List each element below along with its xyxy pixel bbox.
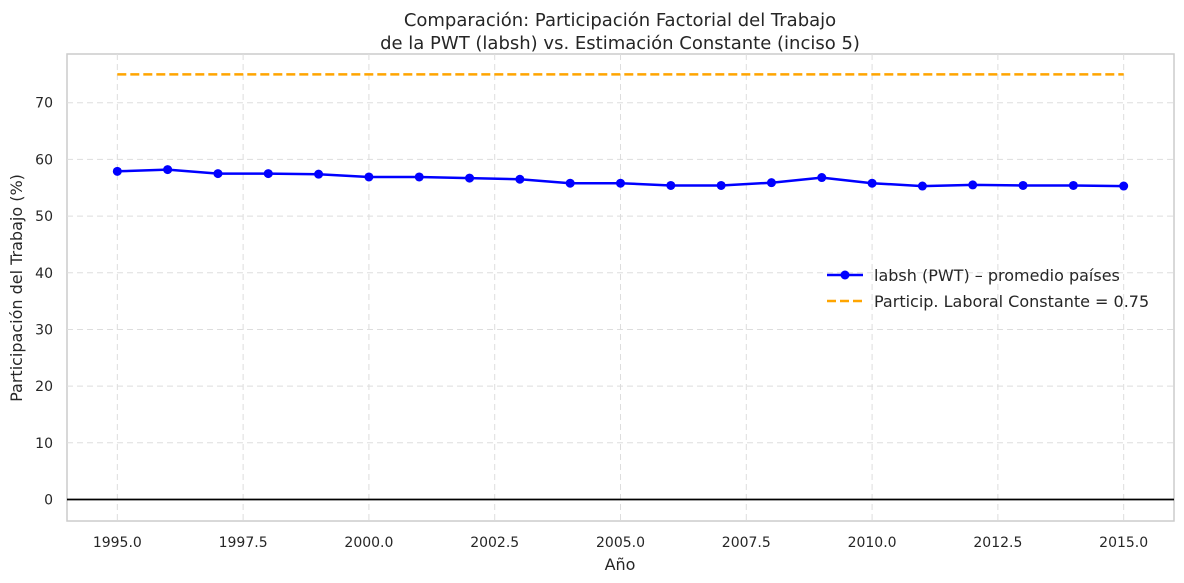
- data-point: [163, 165, 173, 175]
- y-tick-label: 70: [35, 96, 53, 112]
- y-tick-label: 40: [35, 266, 53, 282]
- legend-label-constant: Particip. Laboral Constante = 0.75: [874, 292, 1149, 311]
- legend-marker-labsh: [840, 270, 850, 280]
- y-tick-label: 20: [35, 379, 53, 395]
- legend-label-labsh: labsh (PWT) – promedio países: [874, 266, 1120, 285]
- x-tick-label: 2015.0: [1099, 535, 1148, 551]
- data-point: [465, 173, 475, 183]
- data-point: [716, 180, 726, 190]
- x-tick-label: 1997.5: [219, 535, 268, 551]
- data-point: [364, 172, 374, 182]
- data-point: [213, 169, 223, 179]
- y-tick-label: 0: [44, 492, 53, 508]
- data-point: [867, 178, 877, 188]
- data-point: [263, 169, 273, 179]
- data-point: [1018, 180, 1028, 190]
- x-tick-label: 2012.5: [973, 535, 1022, 551]
- data-point: [817, 173, 827, 183]
- data-point: [1068, 180, 1078, 190]
- y-axis-label: Participación del Trabajo (%): [7, 174, 26, 402]
- data-point: [314, 169, 324, 179]
- data-point: [515, 174, 525, 184]
- legend: labsh (PWT) – promedio países Particip. …: [827, 266, 1149, 311]
- data-point: [616, 178, 625, 188]
- x-axis-label: Año: [605, 555, 636, 574]
- y-tick-labels: 0 10 20 30 40 50 60 70: [35, 96, 53, 509]
- data-point: [565, 178, 575, 188]
- data-point: [414, 172, 424, 182]
- data-point: [766, 178, 776, 188]
- series-layer: [112, 73, 1129, 191]
- grid-lines: [67, 54, 1174, 521]
- x-tick-labels: 1995.0 1997.5 2000.0 2002.5 2005.0 2007.5 2010…: [93, 535, 1148, 551]
- data-point: [968, 180, 978, 190]
- y-tick-label: 50: [35, 209, 53, 225]
- y-tick-label: 30: [35, 322, 53, 338]
- data-point: [917, 181, 927, 191]
- x-tick-label: 2005.0: [596, 535, 645, 551]
- x-tick-label: 2010.0: [848, 535, 897, 551]
- chart-title-line-2: de la PWT (labsh) vs. Estimación Constan…: [380, 33, 860, 54]
- data-point: [1119, 181, 1129, 191]
- data-point: [112, 166, 122, 176]
- y-tick-label: 10: [35, 436, 53, 452]
- x-tick-label: 2002.5: [470, 535, 519, 551]
- y-tick-label: 60: [35, 152, 53, 168]
- x-tick-label: 2000.0: [344, 535, 393, 551]
- data-point: [666, 180, 676, 190]
- x-tick-label: 2007.5: [722, 535, 771, 551]
- x-tick-label: 1995.0: [93, 535, 142, 551]
- chart-title-line-1: Comparación: Participación Factorial del…: [404, 10, 836, 31]
